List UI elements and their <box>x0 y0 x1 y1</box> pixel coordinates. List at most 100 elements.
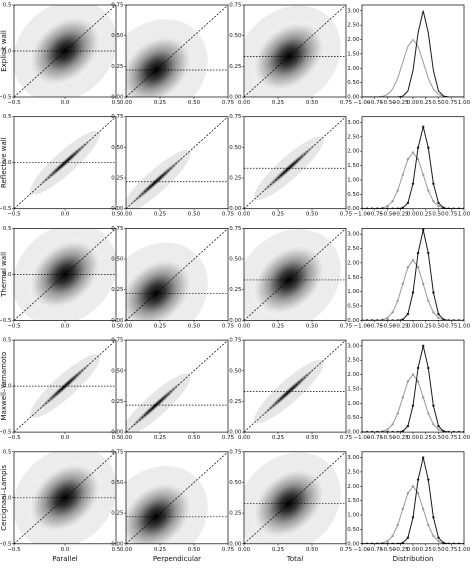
x-tick-label: −0.5 <box>7 547 21 553</box>
y-tick-label: 2.00 <box>347 37 360 43</box>
marker <box>416 266 420 269</box>
x-tick-label: 0.25 <box>272 100 285 106</box>
marker <box>411 151 415 154</box>
frame <box>125 4 229 98</box>
marker <box>427 478 430 481</box>
x-tick-label: 0.25 <box>420 323 433 329</box>
x-tick-label: 0.00 <box>238 100 251 106</box>
frame <box>361 228 465 321</box>
y-tick-label: 0.00 <box>347 95 360 101</box>
y-tick-label: 3.00 <box>347 232 360 238</box>
marker <box>442 318 445 321</box>
y-tick-label: 0.00 <box>111 318 124 324</box>
x-tick-label: 1.00 <box>458 323 471 329</box>
x-tick-label: 0.5 <box>112 435 121 441</box>
x-tick-label: 0.50 <box>188 547 201 553</box>
marker <box>432 516 435 519</box>
x-tick-label: 0.0 <box>61 323 70 329</box>
diagonal <box>14 5 116 97</box>
marker <box>422 396 425 399</box>
x-tick-label: 0.50 <box>188 212 201 218</box>
marker <box>432 404 435 407</box>
frame <box>361 451 465 545</box>
y-tick-label: 0.00 <box>229 206 242 212</box>
marker <box>386 316 389 320</box>
x-tick-label: 0.50 <box>188 100 201 106</box>
x-tick-label: 0.0 <box>61 547 70 553</box>
x-tick-label: 0.75 <box>222 323 235 329</box>
line <box>362 229 464 321</box>
x-tick-label: −0.25 <box>392 100 409 106</box>
marker <box>437 312 440 316</box>
marker <box>396 189 399 192</box>
plot-area <box>244 116 346 209</box>
y-tick-label: 1.00 <box>347 177 360 183</box>
y-tick-label: 1.00 <box>347 401 360 407</box>
x-tick-label: 0.50 <box>188 323 201 329</box>
frame <box>125 116 229 210</box>
x-tick-label: 0.75 <box>445 100 458 106</box>
diagonal <box>244 451 346 544</box>
x-tick-label: 0.5 <box>112 212 121 218</box>
y-tick-label: 1.50 <box>347 163 360 169</box>
x-tick-label: −0.50 <box>379 547 396 553</box>
y-tick-label: 0.75 <box>111 114 124 120</box>
panel: −0.5 0.0 0.5 −0.5 0.0 0.5 Explicit wall <box>0 3 121 107</box>
y-tick-label: 0.25 <box>229 511 242 517</box>
x-tick-label: 0.25 <box>272 323 285 329</box>
y-tick-label: 0.75 <box>229 3 242 9</box>
marker <box>386 204 389 208</box>
marker <box>401 507 404 511</box>
diagonal <box>126 116 228 209</box>
y-tick-label: 2.50 <box>347 23 360 29</box>
marker <box>406 536 410 539</box>
column-label: Perpendicular <box>153 555 201 563</box>
marker <box>401 396 404 399</box>
y-tick-label: −0.5 <box>0 318 12 324</box>
marker <box>411 373 415 376</box>
x-tick-label: 0.50 <box>432 435 445 441</box>
marker <box>427 366 430 370</box>
frame <box>361 4 465 98</box>
x-tick-label: 0.00 <box>407 212 420 218</box>
x-tick-label: −0.25 <box>392 435 409 441</box>
y-tick-label: 0.00 <box>111 541 124 547</box>
x-tick-label: 1.00 <box>458 100 471 106</box>
x-tick-label: 0.75 <box>222 435 235 441</box>
x-tick-label: 0.25 <box>420 212 433 218</box>
frame <box>243 4 347 98</box>
diagonal <box>14 116 116 209</box>
y-tick-label: −0.5 <box>0 430 12 436</box>
x-tick-label: 0.50 <box>306 435 319 441</box>
x-tick-label: 0.25 <box>154 435 167 441</box>
panel: 0.00 0.25 0.50 0.75 0.00 0.25 0.50 0.75 <box>111 114 235 218</box>
y-tick-label: 0.50 <box>111 480 124 486</box>
x-tick-label: 0.00 <box>407 547 420 553</box>
plot-area <box>126 228 228 321</box>
diagonal <box>244 5 346 97</box>
y-tick-label: 2.00 <box>347 149 360 155</box>
panel: −1.00−0.75−0.50−0.250.00 0.25 0.50 0.75 1.00… <box>347 339 471 441</box>
marker <box>411 404 415 407</box>
x-tick-label: −1.00 <box>354 323 371 329</box>
x-tick-label: 0.75 <box>445 212 458 218</box>
x-tick-label: 0.00 <box>120 323 133 329</box>
y-tick-label: 0.50 <box>347 527 360 533</box>
x-tick-label: 0.50 <box>432 547 445 553</box>
y-tick-label: 0.50 <box>111 33 124 39</box>
y-tick-label: 0.50 <box>347 80 360 86</box>
row-label: Maxwell–Yamamoto <box>0 352 8 421</box>
y-tick-label: 1.00 <box>347 513 360 519</box>
x-tick-label: 0.75 <box>222 212 235 218</box>
y-tick-label: 0.25 <box>111 287 124 293</box>
plot-area <box>14 5 116 97</box>
plot-area <box>244 5 346 97</box>
marker <box>437 204 440 208</box>
y-tick-label: 0.50 <box>229 33 242 39</box>
x-tick-label: 0.75 <box>340 435 353 441</box>
y-tick-label: 2.00 <box>347 260 360 266</box>
y-tick-label: 3.00 <box>347 455 360 461</box>
plot-area <box>126 451 228 544</box>
y-tick-label: 0.75 <box>111 226 124 232</box>
y-tick-label: 0.50 <box>111 257 124 263</box>
